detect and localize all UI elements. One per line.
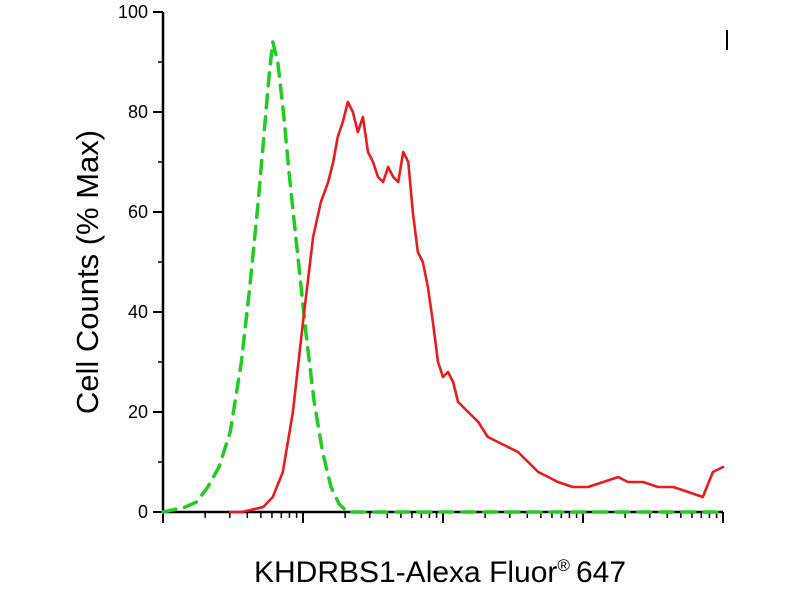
y-tick-label: 80 — [128, 102, 148, 122]
y-tick-label: 60 — [128, 202, 148, 222]
x-axis-label-main: KHDRBS1-Alexa Fluor — [253, 556, 558, 589]
flow-histogram-plot: 0 20 40 60 80 100 — [118, 2, 728, 523]
y-axis-label: Cell Counts (% Max) — [70, 129, 105, 415]
series-stained-solid — [228, 100, 725, 514]
y-tick-label: 100 — [118, 2, 148, 22]
y-tick-label: 40 — [128, 302, 148, 322]
x-axis-label-suffix: 647 — [575, 556, 627, 589]
x-axis-label: KHDRBS1-Alexa Fluor® 647 — [160, 556, 720, 590]
y-tick-label: 20 — [128, 402, 148, 422]
registered-trademark-symbol: ® — [557, 556, 570, 575]
series-control-dashed — [161, 40, 725, 514]
y-tick-label: 0 — [138, 502, 148, 522]
